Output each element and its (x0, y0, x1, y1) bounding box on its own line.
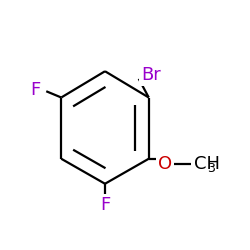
Text: O: O (158, 155, 172, 173)
Text: F: F (30, 81, 40, 99)
Text: F: F (100, 196, 110, 214)
Text: 3: 3 (208, 162, 216, 175)
Text: CH: CH (194, 155, 220, 173)
Text: Br: Br (142, 66, 161, 84)
